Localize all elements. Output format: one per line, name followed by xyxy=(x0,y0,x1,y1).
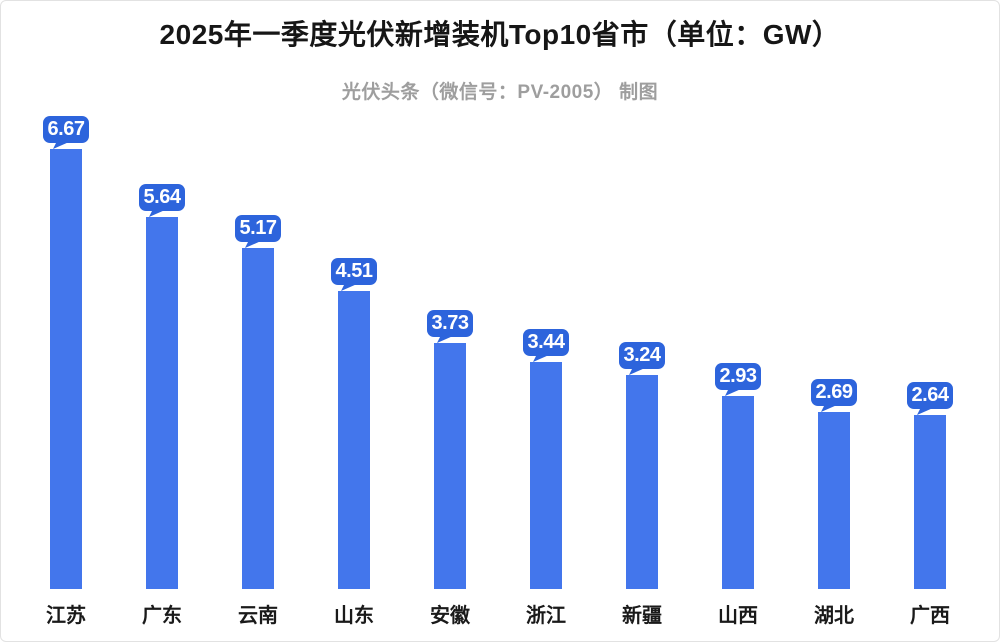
value-bubble: 4.51 xyxy=(330,258,378,285)
bubble-tail-icon xyxy=(533,355,549,362)
bar-group: 3.24 xyxy=(594,342,690,589)
category-label: 山西 xyxy=(718,605,758,627)
bar-group: 3.44 xyxy=(498,329,594,589)
bar xyxy=(626,375,658,589)
chart-title: 2025年一季度光伏新增装机Top10省市（单位：GW） xyxy=(159,19,841,50)
bar xyxy=(50,149,82,589)
value-bubble: 3.44 xyxy=(522,329,570,356)
bubble-tail-icon xyxy=(917,408,933,415)
value-bubble: 5.17 xyxy=(234,215,282,242)
bubble-tail-icon xyxy=(437,336,453,343)
category-label: 广西 xyxy=(910,605,950,627)
value-bubble: 2.64 xyxy=(906,382,954,409)
bar-group: 6.67 xyxy=(18,116,114,589)
category-label: 广东 xyxy=(142,605,182,627)
bar-group: 2.93 xyxy=(690,363,786,589)
bar-group: 4.51 xyxy=(306,258,402,589)
value-bubble: 3.73 xyxy=(426,310,474,337)
category-label: 新疆 xyxy=(622,605,662,627)
bar xyxy=(242,248,274,589)
bar-group: 5.17 xyxy=(210,215,306,589)
chart-subtitle: 光伏头条（微信号：PV-2005） 制图 xyxy=(341,82,659,103)
category-label: 云南 xyxy=(238,605,278,627)
value-bubble: 6.67 xyxy=(42,116,90,143)
bar xyxy=(530,362,562,589)
bar xyxy=(434,343,466,589)
bar xyxy=(338,291,370,589)
value-bubble: 2.93 xyxy=(714,363,762,390)
bar xyxy=(914,415,946,589)
bar-group: 3.73 xyxy=(402,310,498,589)
bubble-tail-icon xyxy=(245,241,261,248)
bubble-tail-icon xyxy=(149,210,165,217)
value-bubble: 3.24 xyxy=(618,342,666,369)
value-bubble: 5.64 xyxy=(138,184,186,211)
bubble-tail-icon xyxy=(725,389,741,396)
bar-group: 2.64 xyxy=(882,382,978,589)
category-label: 安徽 xyxy=(430,605,470,627)
category-label: 江苏 xyxy=(46,605,86,627)
category-label: 山东 xyxy=(334,605,374,627)
bubble-tail-icon xyxy=(629,368,645,375)
bar-group: 5.64 xyxy=(114,184,210,589)
bubble-tail-icon xyxy=(53,142,69,149)
bar xyxy=(722,396,754,589)
bubble-tail-icon xyxy=(341,284,357,291)
bar xyxy=(146,217,178,589)
value-bubble: 2.69 xyxy=(810,379,858,406)
bar xyxy=(818,412,850,589)
bar-group: 2.69 xyxy=(786,379,882,589)
category-label: 浙江 xyxy=(526,605,566,627)
category-label: 湖北 xyxy=(814,605,854,627)
bubble-tail-icon xyxy=(821,405,837,412)
